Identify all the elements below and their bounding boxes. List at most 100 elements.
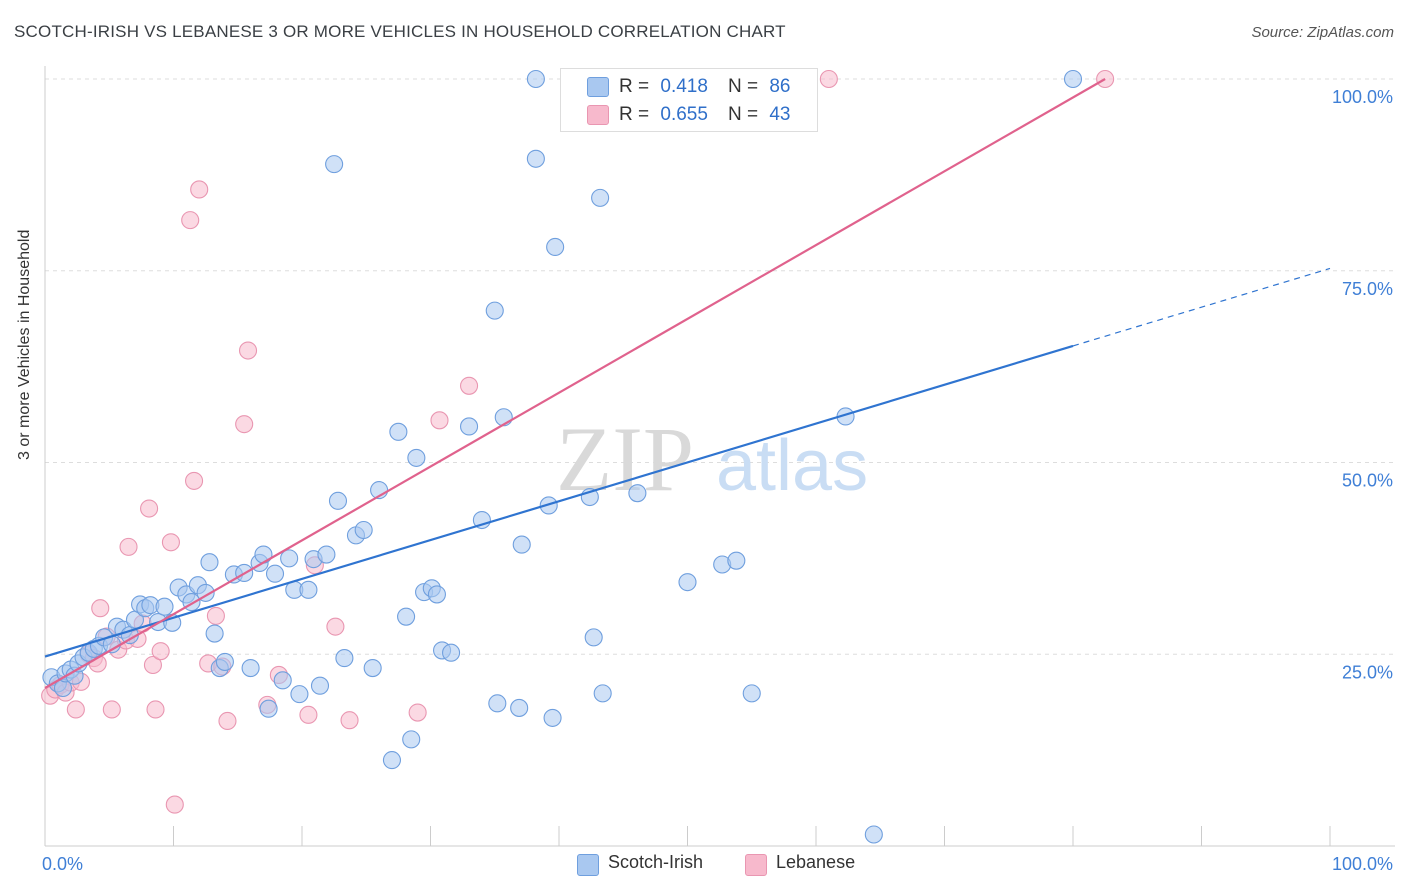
legend-n-label: N = [727, 104, 759, 125]
lebanese-point [326, 617, 345, 636]
axes [44, 66, 1395, 847]
trend-lines [44, 78, 1331, 689]
scotch-irish-point [335, 649, 354, 668]
scotch-irish-point [328, 491, 348, 510]
lebanese-point [119, 537, 138, 556]
lebanese-point [151, 642, 170, 661]
scotch-irish-point [299, 580, 318, 599]
legend-row-scotch-irish: R = 0.418 N = 86 [619, 75, 790, 99]
scotch-irish-point [628, 484, 647, 503]
lebanese-point [299, 705, 318, 724]
scotch-irish-point [402, 730, 421, 749]
lebanese-point [143, 655, 162, 675]
legend-row-lebanese: R = 0.655 N = 43 [619, 103, 790, 127]
scotch-irish-point [546, 237, 565, 257]
scotch-irish-point [512, 535, 531, 554]
scotch-irish-point [363, 659, 382, 678]
bottom-legend-swatch-scotch-irish [577, 854, 599, 876]
scotch-irish-point [354, 520, 373, 540]
scotch-irish-point [593, 684, 612, 703]
scotch-irish-point [310, 676, 330, 695]
scotch-irish-point [259, 699, 278, 718]
scotch-irish-point [584, 628, 603, 647]
scotch-irish-trend-extension [1072, 267, 1331, 347]
source-label: Source: ZipAtlas.com [1251, 24, 1394, 41]
legend-swatch-lebanese [587, 105, 609, 125]
lebanese-point [190, 180, 209, 199]
scotch-irish-point [427, 585, 446, 604]
scotch-irish-point [510, 698, 529, 717]
legend-n-value: 86 [769, 76, 791, 97]
lebanese-point [459, 376, 479, 395]
scotch-irish-point [273, 671, 292, 690]
lebanese-point [161, 533, 180, 552]
lebanese-point [340, 711, 359, 730]
scotch-irish-point [382, 751, 402, 770]
lebanese-point [66, 700, 85, 719]
lebanese-point [140, 499, 159, 518]
lebanese-point [102, 700, 121, 719]
lebanese-point [146, 700, 165, 719]
lebanese-point [165, 795, 184, 814]
chart-title: SCOTCH-IRISH VS LEBANESE 3 OR MORE VEHIC… [14, 22, 786, 41]
scotch-irish-point [280, 549, 299, 568]
lebanese-point [91, 599, 110, 618]
lebanese-point [185, 471, 204, 490]
legend-n-label: N = [727, 76, 759, 97]
scotch-irish-point [742, 684, 761, 703]
x-tick-label: 0.0% [42, 854, 83, 874]
scotch-irish-point [317, 545, 336, 564]
x-tick-label: 100.0% [1332, 854, 1393, 874]
legend-n-value: 43 [769, 104, 791, 125]
y-tick-label: 50.0% [1342, 471, 1393, 491]
scotch-irish-point [290, 685, 309, 704]
y-tick-label: 100.0% [1332, 87, 1393, 107]
scotch-irish-point [459, 417, 479, 436]
lebanese-point [430, 411, 449, 430]
scotch-irish-point [155, 597, 174, 616]
correlation-legend: R = 0.418 N = 86 R = 0.655 N = 43 [560, 68, 818, 132]
lebanese-trend-line [44, 78, 1106, 689]
lebanese-point [181, 211, 200, 230]
scotch-irish-point [397, 607, 416, 626]
scotch-irish-point [864, 825, 883, 844]
scotch-irish-point [488, 694, 507, 713]
scotch-irish-point [241, 659, 260, 678]
scotch-irish-point [205, 624, 224, 643]
bottom-legend-scotch-irish: Scotch-Irish [608, 852, 704, 872]
scotch-irish-point [200, 553, 219, 572]
legend-r-value: 0.655 [660, 104, 708, 125]
watermark-zip: ZIP [556, 408, 694, 510]
legend-r-value: 0.418 [660, 76, 708, 97]
scotch-irish-point [265, 564, 285, 583]
scotch-irish-point [526, 149, 545, 168]
scotch-irish-point [254, 545, 273, 564]
scotch-irish-trend-line [44, 344, 1074, 658]
scotch-irish-point [485, 301, 504, 320]
lebanese-point [206, 606, 225, 625]
lebanese-point [408, 703, 427, 722]
y-tick-label: 25.0% [1342, 662, 1393, 682]
scotch-irish-point [407, 448, 426, 467]
scotch-irish-point [325, 155, 344, 174]
legend-r-label: R = [619, 104, 650, 125]
bottom-legend-lebanese: Lebanese [776, 852, 856, 872]
scotch-irish-point [389, 422, 408, 441]
lebanese-point [235, 415, 254, 434]
scotch-irish-point [678, 573, 697, 592]
scotch-irish-point [1063, 69, 1083, 89]
tick-labels: 25.0% 50.0% 75.0% 100.0% 0.0% 100.0% [42, 87, 1393, 874]
scotch-irish-point [591, 188, 610, 207]
scotch-irish-point [494, 408, 513, 427]
data-points [41, 69, 1115, 844]
lebanese-point [238, 341, 258, 360]
lebanese-point [218, 711, 237, 731]
bottom-legend-swatch-lebanese [745, 854, 767, 876]
lebanese-point [819, 69, 838, 89]
legend-r-label: R = [619, 76, 650, 97]
y-tick-label: 75.0% [1342, 279, 1393, 299]
scotch-irish-point [215, 652, 234, 671]
scotch-irish-point [727, 551, 746, 570]
watermark: ZIP atlas [556, 408, 868, 510]
